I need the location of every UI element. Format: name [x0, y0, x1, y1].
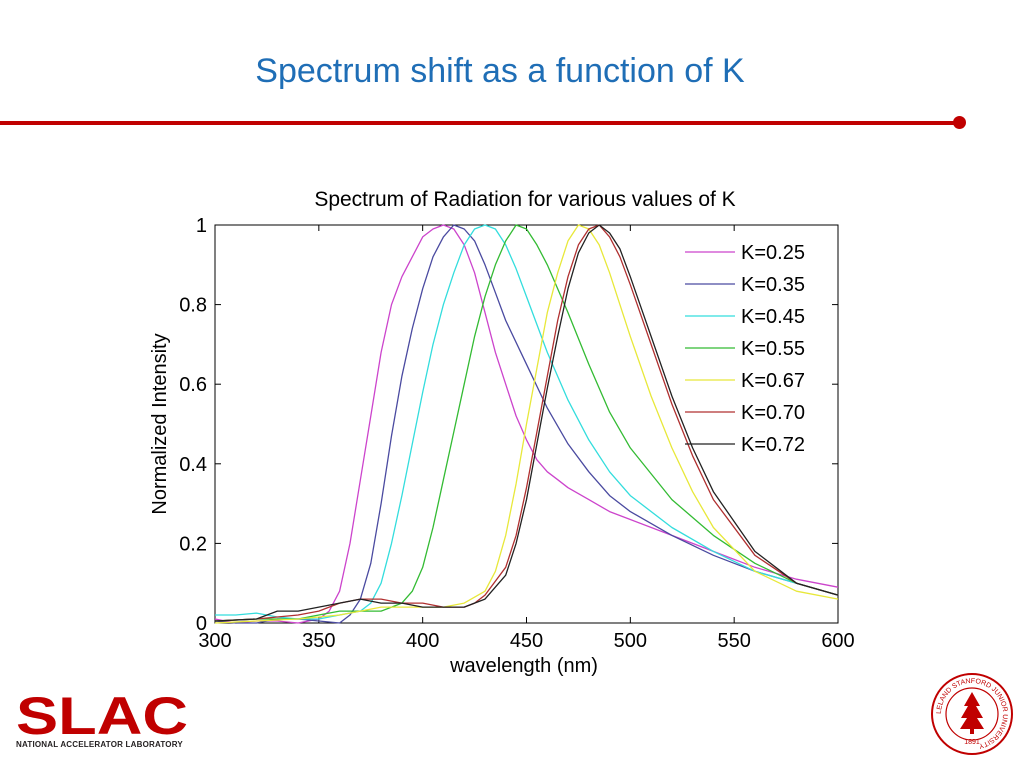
tree-icon — [960, 692, 984, 734]
series-lines — [214, 224, 839, 624]
x-tick-label: 300 — [198, 630, 231, 652]
x-tick-label: 350 — [302, 630, 335, 652]
series-line-K-0.72 — [214, 224, 839, 622]
y-tick-label: 0.2 — [179, 533, 207, 555]
y-axis-label: Normalized Intensity — [149, 333, 171, 514]
legend-label: K=0.25 — [741, 242, 805, 264]
y-tick-label: 1 — [196, 215, 207, 237]
slac-logo: SLAC — [16, 687, 188, 746]
spectrum-chart: Spectrum of Radiation for various values… — [149, 188, 855, 677]
y-tick-label: 0.8 — [179, 295, 207, 317]
series-line-K-0.67 — [214, 224, 839, 624]
y-tick-label: 0 — [196, 613, 207, 635]
slac-subtitle: NATIONAL ACCELERATOR LABORATORY — [16, 740, 183, 749]
x-tick-label: 450 — [510, 630, 543, 652]
legend-label: K=0.72 — [741, 434, 805, 456]
series-line-K-0.70 — [214, 224, 839, 622]
x-tick-label: 550 — [717, 630, 750, 652]
slac-logo-text: SLAC — [16, 687, 188, 746]
slide-title: Spectrum shift as a function of K — [255, 52, 745, 90]
title-divider-dot — [953, 116, 966, 129]
series-line-K-0.25 — [214, 224, 839, 624]
series-line-K-0.35 — [214, 224, 839, 624]
legend-label: K=0.45 — [741, 306, 805, 328]
x-tick-label: 400 — [406, 630, 439, 652]
legend-label: K=0.70 — [741, 402, 805, 424]
series-line-K-0.45 — [215, 224, 839, 620]
title-divider — [0, 121, 958, 125]
y-tick-label: 0.4 — [179, 454, 207, 476]
seal-year: 1891 — [964, 739, 980, 746]
x-axis-label: wavelength (nm) — [449, 655, 598, 677]
x-tick-label: 500 — [614, 630, 647, 652]
legend: K=0.25 K=0.35 K=0.45 K=0.55 K=0.67 K=0.70 K=0.… — [685, 242, 805, 456]
stanford-seal: LELAND STANFORD JUNIOR UNIVERSITY 1891 — [931, 673, 1013, 755]
legend-label: K=0.67 — [741, 370, 805, 392]
y-tick-label: 0.6 — [179, 374, 207, 396]
x-tick-label: 600 — [821, 630, 854, 652]
axis-ticks: 300 350 400 450 500 550 600 0 0.2 0.4 0.6 0.8 1 — [179, 215, 855, 652]
chart-title: Spectrum of Radiation for various values… — [314, 188, 735, 211]
legend-label: K=0.55 — [741, 338, 805, 360]
legend-label: K=0.35 — [741, 274, 805, 296]
